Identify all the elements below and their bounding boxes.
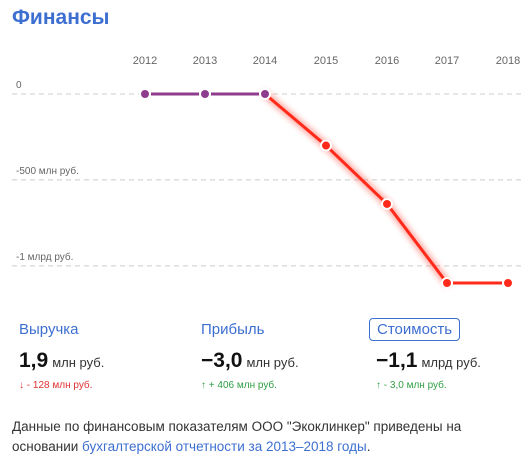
x-tick-label: 2014 — [253, 55, 277, 67]
metric-revenue[interactable]: Выручка 1,9 млн руб. ↓ - 128 млн руб. — [19, 318, 104, 391]
metric-profit-delta: ↑ + 406 млн руб. — [201, 380, 277, 391]
section-title: Финансы — [12, 6, 110, 29]
metric-value-tab[interactable]: Стоимость — [369, 318, 461, 341]
y-tick-label: -500 млн руб. — [16, 165, 79, 177]
metric-profit-tab[interactable]: Прибыль — [201, 321, 265, 338]
metrics-panel: Выручка 1,9 млн руб. ↓ - 128 млн руб. При… — [0, 318, 530, 408]
metric-profit-unit: млн руб. — [246, 355, 299, 370]
series-segment — [263, 92, 328, 148]
data-point — [381, 197, 393, 210]
x-tick-label: 2017 — [435, 55, 459, 67]
metric-profit-value: −3,0 — [201, 349, 243, 372]
x-tick-label: 2016 — [375, 55, 399, 67]
metric-value-delta: ↑ - 3,0 млн руб. — [376, 380, 447, 391]
metric-profit[interactable]: Прибыль −3,0 млн руб. ↑ + 406 млн руб. — [201, 318, 299, 391]
metric-revenue-value: 1,9 — [19, 349, 49, 372]
data-point — [502, 277, 514, 289]
x-tick-label: 2018 — [496, 55, 520, 67]
metric-value-unit: млрд руб. — [421, 355, 481, 370]
data-point — [139, 88, 151, 100]
metric-revenue-unit: млн руб. — [52, 355, 105, 370]
series-segment — [324, 144, 389, 206]
x-tick-label: 2012 — [133, 55, 157, 67]
data-point — [259, 88, 271, 100]
data-point — [320, 139, 332, 152]
metric-revenue-tab[interactable]: Выручка — [19, 321, 79, 338]
data-source-note: Данные по финансовым показателям ООО "Эк… — [12, 419, 462, 454]
y-tick-label: 0 — [16, 80, 22, 91]
series-segment — [385, 202, 449, 285]
metric-value[interactable]: Стоимость −1,1 млрд руб. ↑ - 3,0 млн руб. — [369, 318, 481, 391]
arrow-up-icon: ↑ — [201, 380, 206, 391]
finance-line-chart: 2012 2013 2014 2015 2016 2017 2018 0 -500 млн ру… — [12, 55, 522, 289]
data-point — [199, 88, 211, 100]
x-tick-label: 2015 — [314, 55, 338, 67]
arrow-up-icon: ↑ — [376, 380, 381, 391]
metric-revenue-delta: ↓ - 128 млн руб. — [19, 380, 93, 391]
metric-value-value: −1,1 — [376, 349, 418, 372]
y-tick-label: -1 млрд руб. — [16, 251, 73, 263]
arrow-down-icon: ↓ — [19, 380, 24, 391]
x-tick-label: 2013 — [193, 55, 217, 67]
accounting-report-link[interactable]: бухгалтерской отчетности за 2013–2018 го… — [82, 439, 367, 454]
data-point — [441, 277, 453, 289]
